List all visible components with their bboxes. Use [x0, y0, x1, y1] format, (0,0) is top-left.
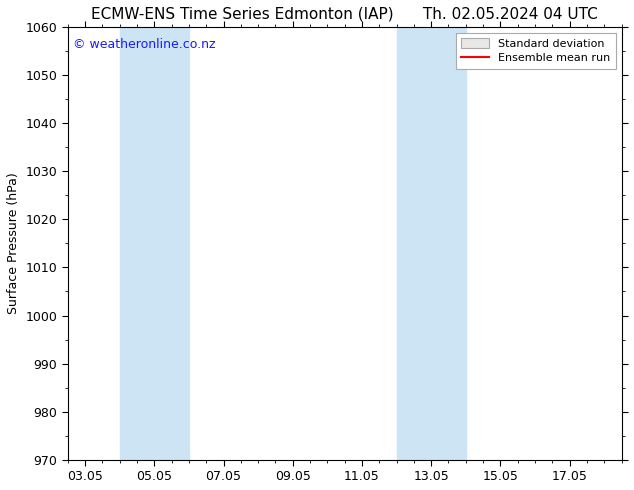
Legend: Standard deviation, Ensemble mean run: Standard deviation, Ensemble mean run — [456, 33, 616, 69]
Bar — [396, 27, 466, 460]
Text: © weatheronline.co.nz: © weatheronline.co.nz — [74, 38, 216, 51]
Bar — [120, 27, 189, 460]
Y-axis label: Surface Pressure (hPa): Surface Pressure (hPa) — [7, 172, 20, 314]
Title: ECMW-ENS Time Series Edmonton (IAP)      Th. 02.05.2024 04 UTC: ECMW-ENS Time Series Edmonton (IAP) Th. … — [91, 7, 598, 22]
